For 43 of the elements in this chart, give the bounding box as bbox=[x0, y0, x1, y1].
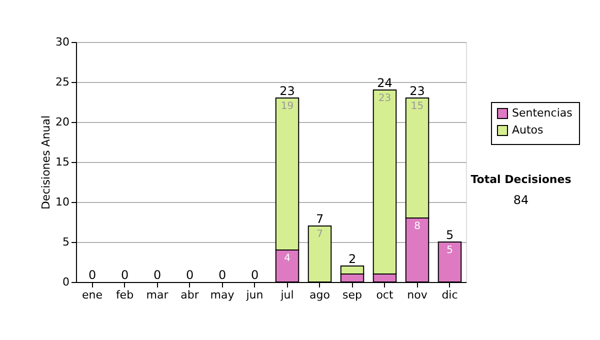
total-label: 0 bbox=[186, 268, 194, 282]
y-tick-label: 10 bbox=[56, 196, 70, 208]
total-label: 0 bbox=[250, 268, 259, 282]
x-tick-label: jul bbox=[280, 288, 294, 302]
total-label: 23 bbox=[410, 84, 425, 98]
x-tick-label: ago bbox=[310, 288, 330, 302]
total-label: 0 bbox=[153, 268, 162, 282]
x-tick-label: nov bbox=[407, 288, 428, 302]
y-tick-label: 15 bbox=[56, 156, 70, 168]
x-tick-label: ene bbox=[82, 288, 103, 302]
total-label: 24 bbox=[377, 76, 392, 90]
y-tick-label: 30 bbox=[56, 36, 70, 48]
data-label: 4 bbox=[284, 253, 290, 264]
total-label: 7 bbox=[316, 212, 324, 226]
legend-label: Sentencias bbox=[512, 106, 573, 120]
data-label: 15 bbox=[410, 101, 424, 112]
y-tick-label: 25 bbox=[56, 76, 70, 88]
total-label: 0 bbox=[218, 268, 226, 282]
x-tick-label: feb bbox=[116, 288, 134, 302]
y-tick-label: 0 bbox=[62, 276, 70, 288]
data-label: 23 bbox=[378, 93, 392, 104]
y-tick-label: 20 bbox=[56, 116, 70, 128]
total-label: 23 bbox=[280, 84, 295, 98]
y-axis-title: Decisiones Anual bbox=[40, 115, 53, 210]
x-tick-label: jun bbox=[245, 288, 264, 302]
legend-label: Autos bbox=[512, 124, 544, 136]
x-tick-label: oct bbox=[376, 288, 394, 302]
text: Total Decisiones bbox=[470, 173, 572, 186]
x-tick-label: dic bbox=[442, 288, 458, 302]
data-label: 8 bbox=[414, 221, 420, 232]
x-tick-label: abr bbox=[180, 288, 200, 302]
total-label: 0 bbox=[88, 268, 96, 282]
x-tick-label: sep bbox=[342, 288, 362, 302]
text: 84 bbox=[513, 193, 529, 207]
x-tick-label: may bbox=[210, 288, 235, 302]
data-label: 5 bbox=[446, 245, 453, 256]
total-label: 5 bbox=[446, 228, 454, 242]
data-label: 19 bbox=[280, 101, 294, 112]
y-tick-label: 5 bbox=[62, 236, 70, 248]
total-label: 2 bbox=[348, 252, 356, 266]
x-tick-label: mar bbox=[146, 288, 169, 302]
data-label: 7 bbox=[316, 229, 323, 240]
total-label: 0 bbox=[120, 268, 129, 282]
